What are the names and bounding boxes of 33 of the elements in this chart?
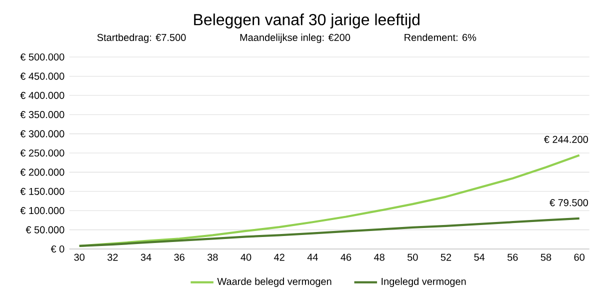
x-tick-label: 48 [374, 254, 384, 261]
legend-label: Waarde belegd vermogen [217, 278, 332, 287]
y-tick-label: € 300.000 [20, 130, 64, 138]
x-tick-label: 56 [508, 254, 518, 261]
annotation: € 79.500 [550, 199, 588, 206]
legend-label: Ingelegd vermogen [382, 278, 466, 287]
y-tick-label: € 150.000 [20, 188, 64, 195]
x-tick-label: 52 [440, 254, 452, 261]
y-tick-label: € 250.000 [20, 149, 64, 157]
y-tick-label: € 200.000 [20, 168, 64, 176]
x-tick-label: 60 [574, 254, 584, 261]
x-tick-label: 34 [140, 254, 152, 261]
y-tick-label: € 0 [50, 245, 64, 253]
y-tick-label: € 400.000 [20, 92, 64, 99]
chart-title: Beleggen vanaf 30 jarige leeftijd [194, 14, 420, 28]
x-tick-label: 54 [474, 254, 485, 261]
x-tick-label: 40 [240, 254, 252, 261]
x-tick-label: 46 [340, 254, 352, 261]
x-tick-label: 30 [74, 254, 85, 261]
x-tick-label: 36 [174, 254, 184, 261]
x-tick-label: 38 [207, 254, 218, 261]
annotation: € 244.200 [544, 136, 588, 143]
x-tick-label: 44 [307, 254, 318, 261]
x-tick-label: 42 [274, 254, 284, 261]
y-tick-label: € 500.000 [20, 53, 64, 61]
text: Startbedrag: €7.500 Maandelijkse inleg: €200 Rendement: 6% [97, 34, 476, 43]
y-tick-label: € 450.000 [20, 72, 64, 80]
x-tick-label: 32 [107, 254, 118, 261]
y-tick-label: € 100.000 [20, 207, 64, 214]
x-tick-label: 58 [540, 254, 552, 261]
y-tick-label: € 350.000 [20, 111, 64, 118]
x-tick-label: 50 [408, 254, 418, 261]
y-tick-label: € 50.000 [26, 226, 64, 234]
